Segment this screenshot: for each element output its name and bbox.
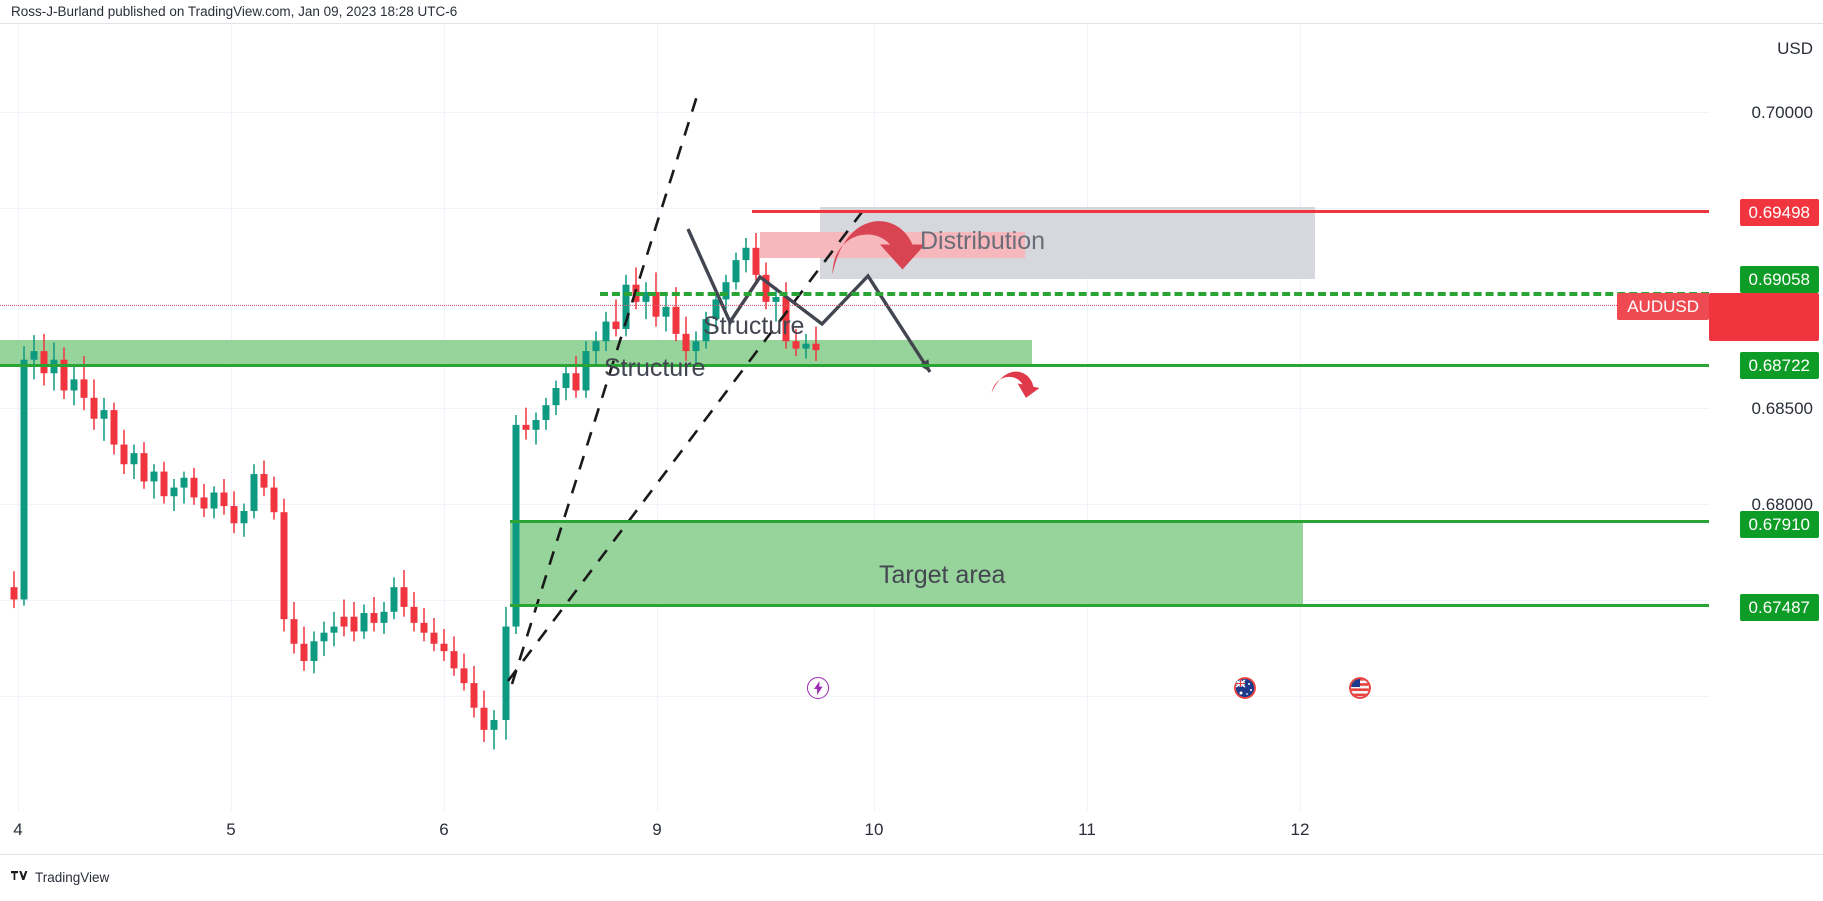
gridline-vertical [1087,24,1088,811]
gridline [0,112,1709,113]
price-tick: 0.68000 [1751,495,1813,514]
gridline-vertical [657,24,658,811]
price-badge-target-bot[interactable]: 0.67487 [1739,594,1819,621]
usa-flag-icon[interactable] [1349,677,1371,699]
lower-dashed-trendline[interactable] [506,211,864,682]
time-tick: 4 [13,820,23,839]
price-badge-structure[interactable]: 0.69058 [1739,266,1819,293]
time-tick: 9 [652,820,662,839]
resistance-line-069498[interactable] [752,210,1709,213]
footer-brand-label: TradingView [35,870,110,885]
time-tick: 11 [1078,820,1096,839]
price-tick: 0.70000 [1751,103,1813,122]
price-axis[interactable]: USD 0.70000 0.68500 0.68000 0.69498 0.69… [1709,24,1823,811]
currency-label: USD [1777,39,1813,58]
gridline-vertical [18,24,19,811]
gridline-vertical [444,24,445,811]
gridline [0,696,1709,697]
chart-plot-area[interactable]: Distribution Structure Structure Target … [0,24,1709,811]
gridline-vertical [231,24,232,811]
tradingview-logo-icon [11,871,28,880]
annotation-structure-lower[interactable]: Structure [604,354,706,382]
quote-symbol-label: AUDUSD [1617,293,1709,320]
quote-price-value: 0.69024 [1819,295,1823,315]
publish-attribution: Ross-J-Burland published on TradingView.… [11,4,458,19]
current-price-dotted-line [0,305,1709,306]
target-top-line-067910[interactable] [510,520,1709,523]
gridline [0,504,1709,505]
gridline-vertical [1300,24,1301,811]
time-tick: 10 [864,820,884,839]
structure-dashed-line-069058[interactable] [600,292,1709,296]
footer-brand[interactable]: TradingView [11,870,109,885]
distribution-arrow[interactable] [832,221,926,275]
annotation-target-area[interactable]: Target area [879,561,1006,589]
upper-dashed-trendline[interactable] [510,95,699,685]
candlestick-series [10,233,820,750]
support-line-068722[interactable] [0,364,1709,367]
annotation-structure-upper[interactable]: Structure [703,312,805,340]
drawing-overlay [506,95,1041,685]
header-divider [0,23,1823,24]
price-badge-support[interactable]: 0.68722 [1739,352,1819,379]
time-tick: 12 [1290,820,1310,839]
price-tick: 0.68500 [1751,399,1813,418]
annotation-distribution[interactable]: Distribution [920,227,1046,255]
target-area-green-zone[interactable] [510,521,1303,607]
price-badge-resistance[interactable]: 0.69498 [1739,199,1819,226]
target-bottom-line-067487[interactable] [510,604,1709,607]
time-tick: 5 [226,820,236,839]
time-tick: 6 [439,820,449,839]
breakdown-arrow[interactable] [991,367,1041,402]
quote-countdown: 31:10 [1819,317,1823,335]
time-axis-divider-bottom [0,854,1823,855]
lightning-bolt-icon[interactable] [807,677,829,699]
time-axis[interactable]: 4 5 6 9 10 11 12 [0,811,1823,855]
gridline-vertical [874,24,875,811]
price-badge-target-top[interactable]: 0.67910 [1739,511,1819,538]
bolt-glyph [813,681,823,695]
gridline [0,408,1709,409]
australia-flag-icon[interactable] [1234,677,1256,699]
chart-header: Ross-J-Burland published on TradingView.… [0,0,1823,24]
gridline [0,304,1709,305]
structure-green-zone[interactable] [0,340,1032,367]
quote-badge-body [1709,293,1819,341]
